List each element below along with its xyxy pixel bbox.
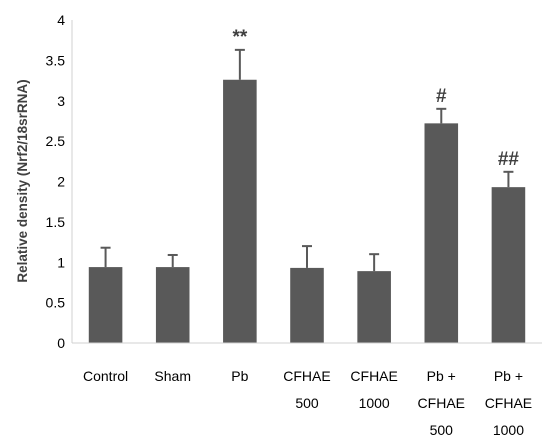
x-category-label: 1000 — [359, 395, 390, 411]
x-category-label: Pb — [231, 368, 248, 384]
bars — [89, 80, 525, 343]
significance-label: ** — [232, 27, 247, 48]
y-tick-label: 2.5 — [46, 133, 66, 149]
bar — [357, 271, 391, 343]
x-category-label: Pb + — [494, 368, 523, 384]
x-category-label: CFHAE — [418, 395, 465, 411]
significance-label: # — [436, 86, 447, 107]
x-category-label: 500 — [430, 422, 454, 435]
bar — [290, 268, 324, 343]
bar — [492, 187, 526, 343]
x-category-label: Control — [83, 368, 128, 384]
x-category-label: Sham — [154, 368, 191, 384]
bar — [223, 80, 257, 343]
x-category-label: Pb + — [427, 368, 456, 384]
bar — [425, 123, 459, 343]
y-axis-label: Relative density (Nrf2/18srRNA) — [15, 79, 30, 282]
y-tick-label: 0 — [57, 335, 65, 351]
x-category-label: 500 — [295, 395, 319, 411]
significance-label: ## — [498, 149, 520, 170]
y-tick-label: 2 — [57, 174, 65, 190]
y-tick-label: 3.5 — [46, 52, 66, 68]
significance-labels: **### — [232, 27, 519, 170]
x-category-label: CFHAE — [350, 368, 397, 384]
bar — [89, 267, 123, 343]
x-axis-categories: Control Sham Pb CFHAE 500 CFHAE 1000 Pb + CFHAE 5… — [83, 368, 532, 435]
y-tick-label: 0.5 — [46, 295, 66, 311]
bar — [156, 267, 190, 343]
x-category-label: CFHAE — [283, 368, 330, 384]
y-tick-label: 3 — [57, 93, 65, 109]
x-category-label: CFHAE — [485, 395, 532, 411]
y-tick-label: 1 — [57, 254, 65, 270]
y-tick-label: 1.5 — [46, 214, 66, 230]
y-tick-label: 4 — [57, 12, 65, 28]
x-category-label: 1000 — [493, 422, 524, 435]
y-axis-ticks: 0 0.5 1 1.5 2 2.5 3 3.5 4 — [46, 12, 66, 351]
